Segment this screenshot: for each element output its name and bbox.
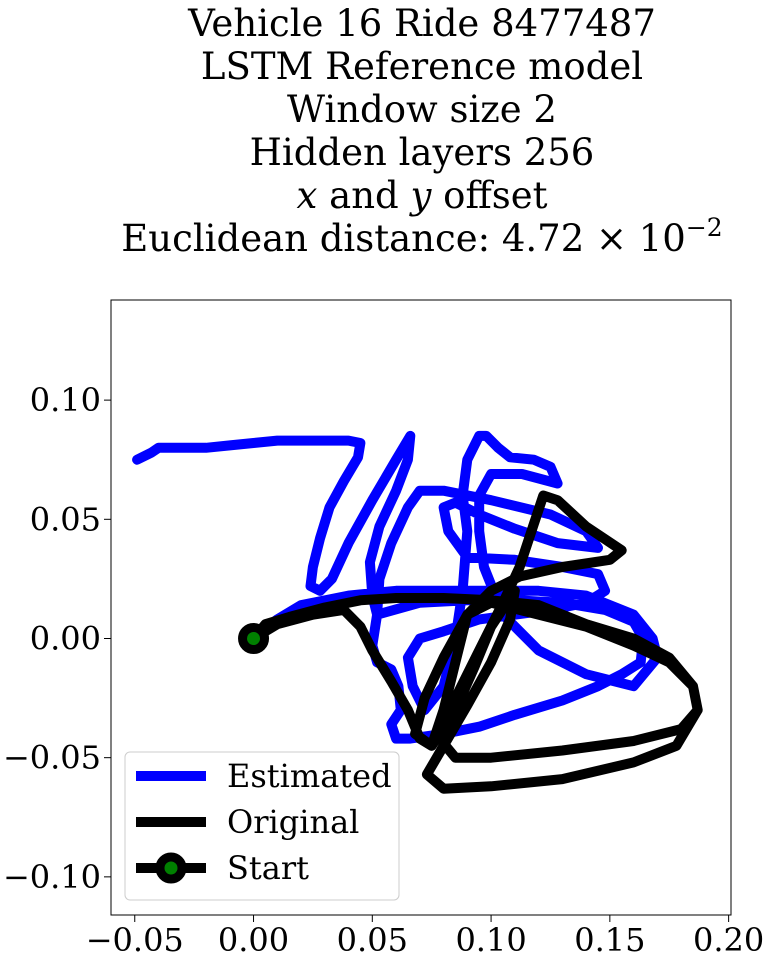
title-x-symbol: x xyxy=(296,174,318,217)
distance-text: Euclidean distance: 4.72 × 10 xyxy=(121,217,686,260)
start-marker xyxy=(238,622,270,654)
axis-layer: −0.05 0.00 0.05 0.10 0.15 0.20 −0.10 −0.05 0.00 0… xyxy=(3,381,764,959)
title-offset-word: offset xyxy=(431,174,548,217)
title-line-6: Euclidean distance: 4.72 × 10−2 xyxy=(0,215,772,260)
series-line-estimated xyxy=(132,430,663,744)
plot-frame xyxy=(110,299,732,916)
title-line-4: Hidden layers 256 xyxy=(249,131,595,174)
series-line-original xyxy=(248,490,703,794)
legend-label-original: Original xyxy=(227,803,359,841)
title-line-5: x and y offset xyxy=(0,174,772,217)
x-tick-label: 0.00 xyxy=(218,921,289,959)
x-tick-label: 0.20 xyxy=(693,921,764,959)
y-tick-label: 0.10 xyxy=(30,381,101,419)
legend-start-marker xyxy=(155,852,187,884)
x-tick-label: 0.15 xyxy=(574,921,645,959)
x-tick-label: −0.05 xyxy=(86,921,184,959)
x-tick-label: 0.05 xyxy=(337,921,408,959)
series-layer xyxy=(132,430,703,794)
y-tick-label: 0.05 xyxy=(30,500,101,538)
y-tick-label: 0.00 xyxy=(30,619,101,657)
title-and-word: and xyxy=(317,174,411,217)
title-line-1: Vehicle 16 Ride 8477487 xyxy=(188,2,656,45)
legend: Estimated Original Start xyxy=(124,751,400,901)
legend-label-estimated: Estimated xyxy=(227,757,392,795)
title-line-3: Window size 2 xyxy=(287,88,557,131)
title-y-symbol: y xyxy=(410,174,432,217)
chart-title: Vehicle 16 Ride 8477487 LSTM Reference m… xyxy=(0,2,772,260)
legend-label-start: Start xyxy=(227,849,309,887)
y-tick-label: −0.05 xyxy=(3,739,101,777)
distance-exponent: −2 xyxy=(685,213,723,242)
title-line-2: LSTM Reference model xyxy=(200,45,644,88)
y-tick-label: −0.10 xyxy=(3,858,101,896)
x-tick-label: 0.10 xyxy=(455,921,526,959)
